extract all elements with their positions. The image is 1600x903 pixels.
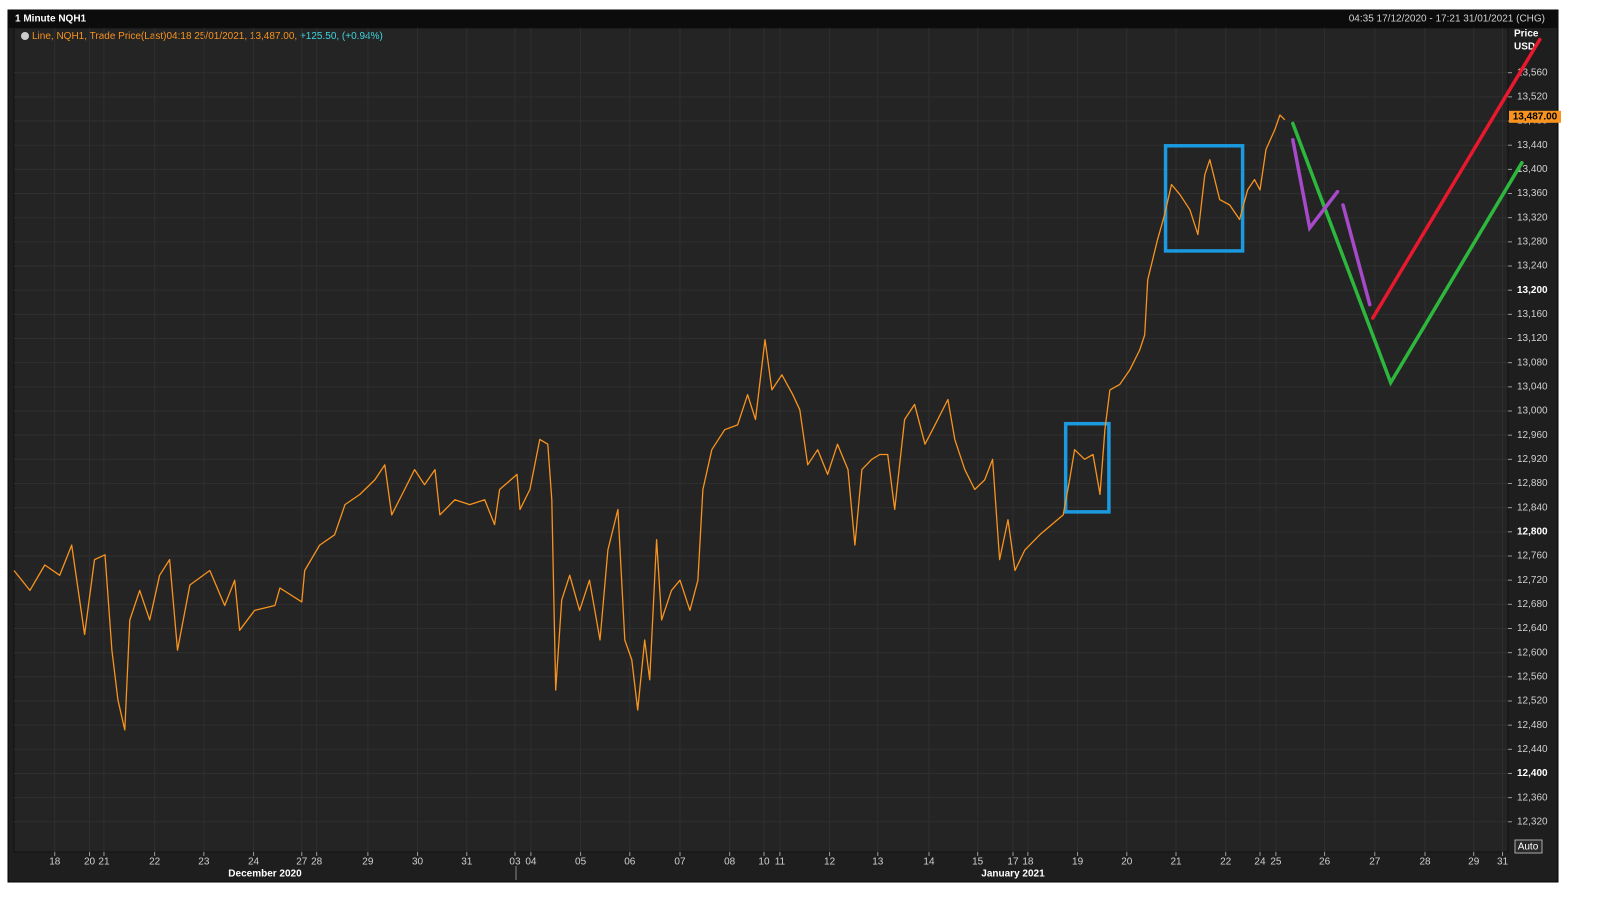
y-tick-label: 12,360 xyxy=(1517,792,1548,803)
x-tick-label: 27 xyxy=(296,857,308,868)
y-tick-label: 12,760 xyxy=(1517,551,1548,562)
y-tick-label: 13,400 xyxy=(1517,164,1548,175)
y-tick-label: 12,680 xyxy=(1517,599,1548,610)
x-group-label: December 2020 xyxy=(228,869,302,880)
x-tick-label: 25 xyxy=(1270,857,1282,868)
last-price-tag xyxy=(1509,110,1561,123)
y-tick-label: 12,520 xyxy=(1517,696,1548,707)
legend-icon xyxy=(21,32,29,40)
y-axis-title: Price xyxy=(1514,29,1539,40)
y-tick-label: 12,800 xyxy=(1517,526,1548,537)
x-tick-label: 24 xyxy=(1254,857,1266,868)
y-tick-label: 13,280 xyxy=(1517,236,1548,247)
auto-button-label[interactable]: Auto xyxy=(1518,842,1539,853)
price-line xyxy=(13,114,1286,731)
x-tick-label: 12 xyxy=(824,857,836,868)
last-price-label: 13,487.00 xyxy=(1513,111,1558,122)
y-tick-label: 13,560 xyxy=(1517,67,1548,78)
x-tick-label: 13 xyxy=(872,857,884,868)
highlight-box xyxy=(1163,144,1245,253)
y-axis-unit: USD xyxy=(1514,42,1535,53)
x-tick-label: 05 xyxy=(575,857,587,868)
y-tick-label: 13,200 xyxy=(1517,285,1548,296)
y-tick-label: 13,440 xyxy=(1517,140,1548,151)
y-tick-label: 12,400 xyxy=(1517,768,1548,779)
y-tick-label: 12,720 xyxy=(1517,575,1548,586)
x-tick-label: 21 xyxy=(1170,857,1182,868)
auto-button[interactable] xyxy=(1514,839,1543,854)
title-bar xyxy=(8,10,1558,28)
x-tick-label: 31 xyxy=(1497,857,1509,868)
y-tick-label: 13,040 xyxy=(1517,381,1548,392)
x-tick-label: 17 xyxy=(1007,857,1019,868)
y-tick-label: 13,320 xyxy=(1517,212,1548,223)
y-tick-label: 12,440 xyxy=(1517,744,1548,755)
highlight-box xyxy=(1063,421,1111,514)
x-tick-label: 20 xyxy=(84,857,96,868)
y-tick-label: 12,960 xyxy=(1517,430,1548,441)
x-tick-label: 18 xyxy=(49,857,61,868)
y-tick-label: 12,840 xyxy=(1517,502,1548,513)
x-tick-label: 28 xyxy=(1419,857,1431,868)
y-tick-label: 13,240 xyxy=(1517,261,1548,272)
y-tick-label: 13,160 xyxy=(1517,309,1548,320)
x-tick-label: 29 xyxy=(1468,857,1480,868)
x-tick-label: 23 xyxy=(198,857,210,868)
y-tick-label: 13,360 xyxy=(1517,188,1548,199)
x-tick-label: 22 xyxy=(149,857,161,868)
y-tick-label: 13,080 xyxy=(1517,357,1548,368)
x-tick-label: 14 xyxy=(923,857,935,868)
x-tick-label: 11 xyxy=(775,857,786,868)
chart-title: 1 Minute NQH1 xyxy=(15,14,87,25)
x-tick-label: 06 xyxy=(624,857,636,868)
y-tick-label: 12,320 xyxy=(1517,816,1548,827)
trend-line xyxy=(1291,138,1372,307)
y-tick-label: 12,880 xyxy=(1517,478,1548,489)
trend-line xyxy=(1371,37,1542,320)
y-tick-label: 13,520 xyxy=(1517,92,1548,103)
x-tick-label: 21 xyxy=(98,857,110,868)
x-tick-label: 29 xyxy=(362,857,374,868)
x-tick-label: 20 xyxy=(1121,857,1133,868)
x-tick-label: 27 xyxy=(1369,857,1381,868)
x-tick-label: 15 xyxy=(972,857,984,868)
x-tick-label: 18 xyxy=(1022,857,1034,868)
x-tick-label: 26 xyxy=(1319,857,1331,868)
plot-area xyxy=(13,27,1509,853)
x-tick-label: 30 xyxy=(412,857,424,868)
y-tick-label: 13,000 xyxy=(1517,406,1548,417)
y-tick-label: 12,560 xyxy=(1517,671,1548,682)
time-range: 04:35 17/12/2020 - 17:21 31/01/2021 (CHG… xyxy=(1349,14,1545,25)
y-tick-label: 12,640 xyxy=(1517,623,1548,634)
x-tick-label: 04 xyxy=(525,857,537,868)
x-group-label: January 2021 xyxy=(981,869,1045,880)
x-tick-label: 22 xyxy=(1220,857,1232,868)
y-tick-label: 12,600 xyxy=(1517,647,1548,658)
y-tick-label: 13,120 xyxy=(1517,333,1548,344)
x-tick-label: 07 xyxy=(674,857,686,868)
legend: Line, NQH1, Trade Price(Last)04:18 25/01… xyxy=(32,31,383,42)
legend-entry: Line, NQH1, Trade Price(Last)04:18 25/01… xyxy=(32,31,297,42)
x-tick-label: 08 xyxy=(724,857,736,868)
x-tick-label: 03 xyxy=(509,857,521,868)
x-tick-label: 28 xyxy=(311,857,323,868)
legend-change: +125.50, (+0.94%) xyxy=(300,31,383,42)
x-tick-label: 10 xyxy=(758,857,770,868)
y-tick-label: 12,480 xyxy=(1517,720,1548,731)
x-tick-label: 24 xyxy=(248,857,260,868)
x-tick-label: 31 xyxy=(461,857,473,868)
x-tick-label: 19 xyxy=(1072,857,1084,868)
y-tick-label: 12,920 xyxy=(1517,454,1548,465)
